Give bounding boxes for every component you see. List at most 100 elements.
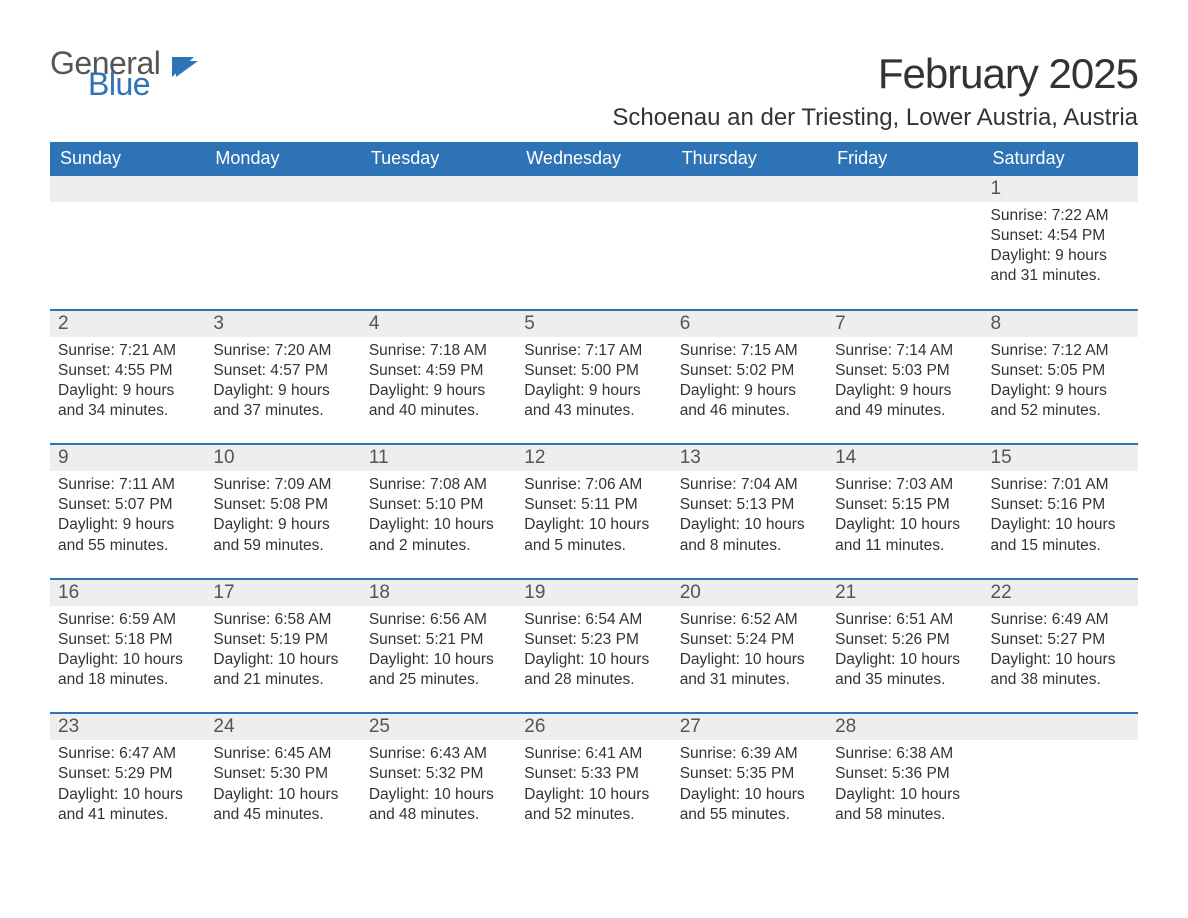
day-cell: 28Sunrise: 6:38 AMSunset: 5:36 PMDayligh… — [827, 714, 982, 829]
day-details: Sunrise: 6:52 AMSunset: 5:24 PMDaylight:… — [672, 606, 827, 695]
sunrise-text: Sunrise: 6:59 AM — [58, 610, 197, 630]
day-cell — [827, 176, 982, 291]
day-details: Sunrise: 7:18 AMSunset: 4:59 PMDaylight:… — [361, 337, 516, 426]
sunset-text: Sunset: 5:30 PM — [213, 764, 352, 784]
weekday-header-cell: Thursday — [672, 142, 827, 176]
week-row: 16Sunrise: 6:59 AMSunset: 5:18 PMDayligh… — [50, 578, 1138, 695]
day-cell — [361, 176, 516, 291]
daylight-text: Daylight: 10 hours and 58 minutes. — [835, 785, 974, 825]
day-cell: 19Sunrise: 6:54 AMSunset: 5:23 PMDayligh… — [516, 580, 671, 695]
sunrise-text: Sunrise: 6:56 AM — [369, 610, 508, 630]
day-number — [361, 176, 516, 202]
calendar: SundayMondayTuesdayWednesdayThursdayFrid… — [50, 142, 1138, 829]
day-cell: 27Sunrise: 6:39 AMSunset: 5:35 PMDayligh… — [672, 714, 827, 829]
day-details: Sunrise: 7:08 AMSunset: 5:10 PMDaylight:… — [361, 471, 516, 560]
day-details: Sunrise: 7:03 AMSunset: 5:15 PMDaylight:… — [827, 471, 982, 560]
day-cell: 18Sunrise: 6:56 AMSunset: 5:21 PMDayligh… — [361, 580, 516, 695]
sunset-text: Sunset: 5:21 PM — [369, 630, 508, 650]
day-details: Sunrise: 6:56 AMSunset: 5:21 PMDaylight:… — [361, 606, 516, 695]
sunset-text: Sunset: 5:00 PM — [524, 361, 663, 381]
day-number — [205, 176, 360, 202]
day-details: Sunrise: 7:09 AMSunset: 5:08 PMDaylight:… — [205, 471, 360, 560]
sunrise-text: Sunrise: 7:11 AM — [58, 475, 197, 495]
day-number: 5 — [516, 311, 671, 337]
day-cell: 10Sunrise: 7:09 AMSunset: 5:08 PMDayligh… — [205, 445, 360, 560]
sunrise-text: Sunrise: 7:21 AM — [58, 341, 197, 361]
sunrise-text: Sunrise: 6:58 AM — [213, 610, 352, 630]
sunset-text: Sunset: 4:55 PM — [58, 361, 197, 381]
daylight-text: Daylight: 10 hours and 35 minutes. — [835, 650, 974, 690]
day-details: Sunrise: 7:21 AMSunset: 4:55 PMDaylight:… — [50, 337, 205, 426]
day-cell: 8Sunrise: 7:12 AMSunset: 5:05 PMDaylight… — [983, 311, 1138, 426]
weekday-header-cell: Friday — [827, 142, 982, 176]
sunset-text: Sunset: 4:57 PM — [213, 361, 352, 381]
sunset-text: Sunset: 5:05 PM — [991, 361, 1130, 381]
sunset-text: Sunset: 5:36 PM — [835, 764, 974, 784]
weekday-header-cell: Monday — [205, 142, 360, 176]
day-cell: 9Sunrise: 7:11 AMSunset: 5:07 PMDaylight… — [50, 445, 205, 560]
day-details: Sunrise: 6:49 AMSunset: 5:27 PMDaylight:… — [983, 606, 1138, 695]
daylight-text: Daylight: 9 hours and 40 minutes. — [369, 381, 508, 421]
day-cell: 14Sunrise: 7:03 AMSunset: 5:15 PMDayligh… — [827, 445, 982, 560]
day-cell — [516, 176, 671, 291]
day-cell: 6Sunrise: 7:15 AMSunset: 5:02 PMDaylight… — [672, 311, 827, 426]
day-details: Sunrise: 7:17 AMSunset: 5:00 PMDaylight:… — [516, 337, 671, 426]
title-block: February 2025 Schoenau an der Triesting,… — [612, 50, 1138, 132]
daylight-text: Daylight: 10 hours and 28 minutes. — [524, 650, 663, 690]
sunset-text: Sunset: 5:23 PM — [524, 630, 663, 650]
sunset-text: Sunset: 5:07 PM — [58, 495, 197, 515]
day-number: 12 — [516, 445, 671, 471]
sunrise-text: Sunrise: 7:14 AM — [835, 341, 974, 361]
daylight-text: Daylight: 10 hours and 2 minutes. — [369, 515, 508, 555]
daylight-text: Daylight: 10 hours and 38 minutes. — [991, 650, 1130, 690]
sunset-text: Sunset: 5:03 PM — [835, 361, 974, 381]
day-number: 20 — [672, 580, 827, 606]
day-details: Sunrise: 6:58 AMSunset: 5:19 PMDaylight:… — [205, 606, 360, 695]
daylight-text: Daylight: 10 hours and 11 minutes. — [835, 515, 974, 555]
day-number: 8 — [983, 311, 1138, 337]
day-cell — [672, 176, 827, 291]
sunset-text: Sunset: 5:15 PM — [835, 495, 974, 515]
day-cell: 24Sunrise: 6:45 AMSunset: 5:30 PMDayligh… — [205, 714, 360, 829]
day-number: 27 — [672, 714, 827, 740]
daylight-text: Daylight: 10 hours and 8 minutes. — [680, 515, 819, 555]
sunrise-text: Sunrise: 7:22 AM — [991, 206, 1130, 226]
sunrise-text: Sunrise: 7:03 AM — [835, 475, 974, 495]
sunrise-text: Sunrise: 7:06 AM — [524, 475, 663, 495]
day-details: Sunrise: 7:22 AMSunset: 4:54 PMDaylight:… — [983, 202, 1138, 291]
daylight-text: Daylight: 10 hours and 41 minutes. — [58, 785, 197, 825]
day-cell: 1Sunrise: 7:22 AMSunset: 4:54 PMDaylight… — [983, 176, 1138, 291]
day-number — [983, 714, 1138, 740]
sunset-text: Sunset: 5:10 PM — [369, 495, 508, 515]
day-number: 15 — [983, 445, 1138, 471]
day-cell: 4Sunrise: 7:18 AMSunset: 4:59 PMDaylight… — [361, 311, 516, 426]
day-number: 1 — [983, 176, 1138, 202]
sunset-text: Sunset: 4:59 PM — [369, 361, 508, 381]
sunrise-text: Sunrise: 6:47 AM — [58, 744, 197, 764]
day-number: 9 — [50, 445, 205, 471]
sunset-text: Sunset: 5:19 PM — [213, 630, 352, 650]
logo-flag-icon — [172, 48, 198, 84]
day-number: 11 — [361, 445, 516, 471]
weekday-header-cell: Saturday — [983, 142, 1138, 176]
daylight-text: Daylight: 10 hours and 25 minutes. — [369, 650, 508, 690]
sunset-text: Sunset: 5:27 PM — [991, 630, 1130, 650]
weekday-header-cell: Sunday — [50, 142, 205, 176]
day-details: Sunrise: 6:43 AMSunset: 5:32 PMDaylight:… — [361, 740, 516, 829]
day-details: Sunrise: 7:20 AMSunset: 4:57 PMDaylight:… — [205, 337, 360, 426]
day-number: 24 — [205, 714, 360, 740]
daylight-text: Daylight: 10 hours and 5 minutes. — [524, 515, 663, 555]
weekday-header-row: SundayMondayTuesdayWednesdayThursdayFrid… — [50, 142, 1138, 176]
day-details: Sunrise: 6:41 AMSunset: 5:33 PMDaylight:… — [516, 740, 671, 829]
daylight-text: Daylight: 10 hours and 52 minutes. — [524, 785, 663, 825]
day-number: 19 — [516, 580, 671, 606]
weekday-header-cell: Tuesday — [361, 142, 516, 176]
day-number: 21 — [827, 580, 982, 606]
day-number: 25 — [361, 714, 516, 740]
day-details: Sunrise: 6:54 AMSunset: 5:23 PMDaylight:… — [516, 606, 671, 695]
day-number: 23 — [50, 714, 205, 740]
week-row: 9 Sunrise: 7:11 AMSunset: 5:07 PM Daylight… — [50, 443, 1138, 560]
week-row: 2Sunrise: 7:21 AMSunset: 4:55 PMDaylight… — [50, 309, 1138, 426]
day-details: Sunrise: 6:47 AMSunset: 5:29 PMDaylight:… — [50, 740, 205, 829]
day-cell: 16Sunrise: 6:59 AMSunset: 5:18 PMDayligh… — [50, 580, 205, 695]
